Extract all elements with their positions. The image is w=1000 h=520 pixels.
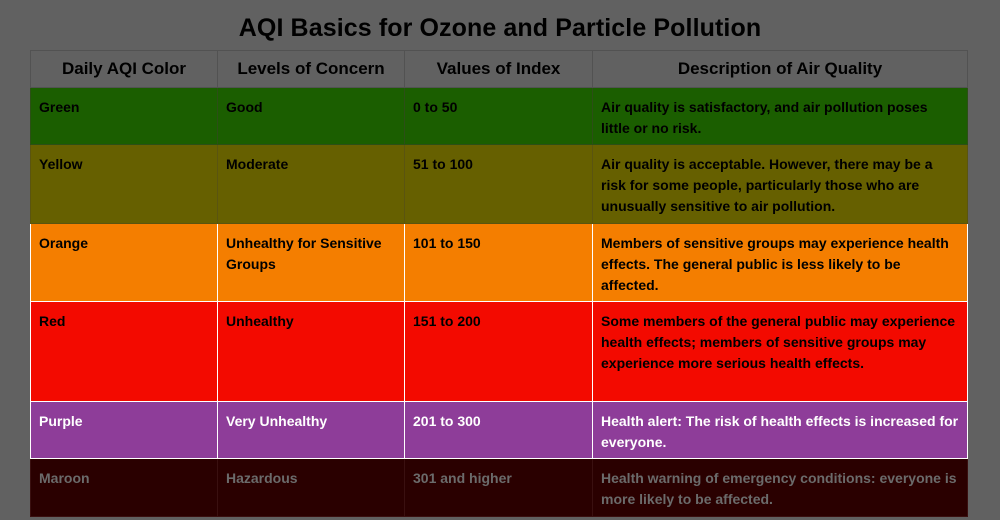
cell-concern: Hazardous <box>217 458 405 517</box>
cell-values: 101 to 150 <box>404 223 593 302</box>
table-row-maroon: Maroon Hazardous 301 and higher Health w… <box>30 458 968 517</box>
cell-color: Orange <box>30 223 218 302</box>
cell-color: Green <box>30 87 218 145</box>
header-values-of-index: Values of Index <box>404 50 593 88</box>
table-row-green: Green Good 0 to 50 Air quality is satisf… <box>30 87 968 145</box>
cell-values: 51 to 100 <box>404 144 593 224</box>
cell-color: Red <box>30 301 218 402</box>
cell-concern: Moderate <box>217 144 405 224</box>
aqi-table: Daily AQI Color Levels of Concern Values… <box>30 50 968 517</box>
cell-values: 151 to 200 <box>404 301 593 402</box>
cell-values: 201 to 300 <box>404 401 593 459</box>
cell-description: Members of sensitive groups may experien… <box>592 223 968 302</box>
header-levels-of-concern: Levels of Concern <box>217 50 405 88</box>
cell-description: Some members of the general public may e… <box>592 301 968 402</box>
cell-concern: Good <box>217 87 405 145</box>
cell-description: Air quality is satisfactory, and air pol… <box>592 87 968 145</box>
cell-color: Yellow <box>30 144 218 224</box>
cell-concern: Unhealthy <box>217 301 405 402</box>
cell-description: Health warning of emergency conditions: … <box>592 458 968 517</box>
cell-values: 0 to 50 <box>404 87 593 145</box>
table-row-purple: Purple Very Unhealthy 201 to 300 Health … <box>30 401 968 459</box>
table-row-red: Red Unhealthy 151 to 200 Some members of… <box>30 301 968 402</box>
cell-concern: Very Unhealthy <box>217 401 405 459</box>
cell-description: Health alert: The risk of health effects… <box>592 401 968 459</box>
cell-color: Maroon <box>30 458 218 517</box>
table-row-orange: Orange Unhealthy for Sensitive Groups 10… <box>30 223 968 302</box>
cell-color: Purple <box>30 401 218 459</box>
header-description: Description of Air Quality <box>592 50 968 88</box>
page-title: AQI Basics for Ozone and Particle Pollut… <box>238 14 762 42</box>
header-daily-aqi-color: Daily AQI Color <box>30 50 218 88</box>
cell-description: Air quality is acceptable. However, ther… <box>592 144 968 224</box>
table-body: Green Good 0 to 50 Air quality is satisf… <box>30 87 968 517</box>
table-row-yellow: Yellow Moderate 51 to 100 Air quality is… <box>30 144 968 224</box>
table-header: Daily AQI Color Levels of Concern Values… <box>30 50 968 88</box>
table-header-row: Daily AQI Color Levels of Concern Values… <box>30 50 968 88</box>
cell-concern: Unhealthy for Sensitive Groups <box>217 223 405 302</box>
cell-values: 301 and higher <box>404 458 593 517</box>
